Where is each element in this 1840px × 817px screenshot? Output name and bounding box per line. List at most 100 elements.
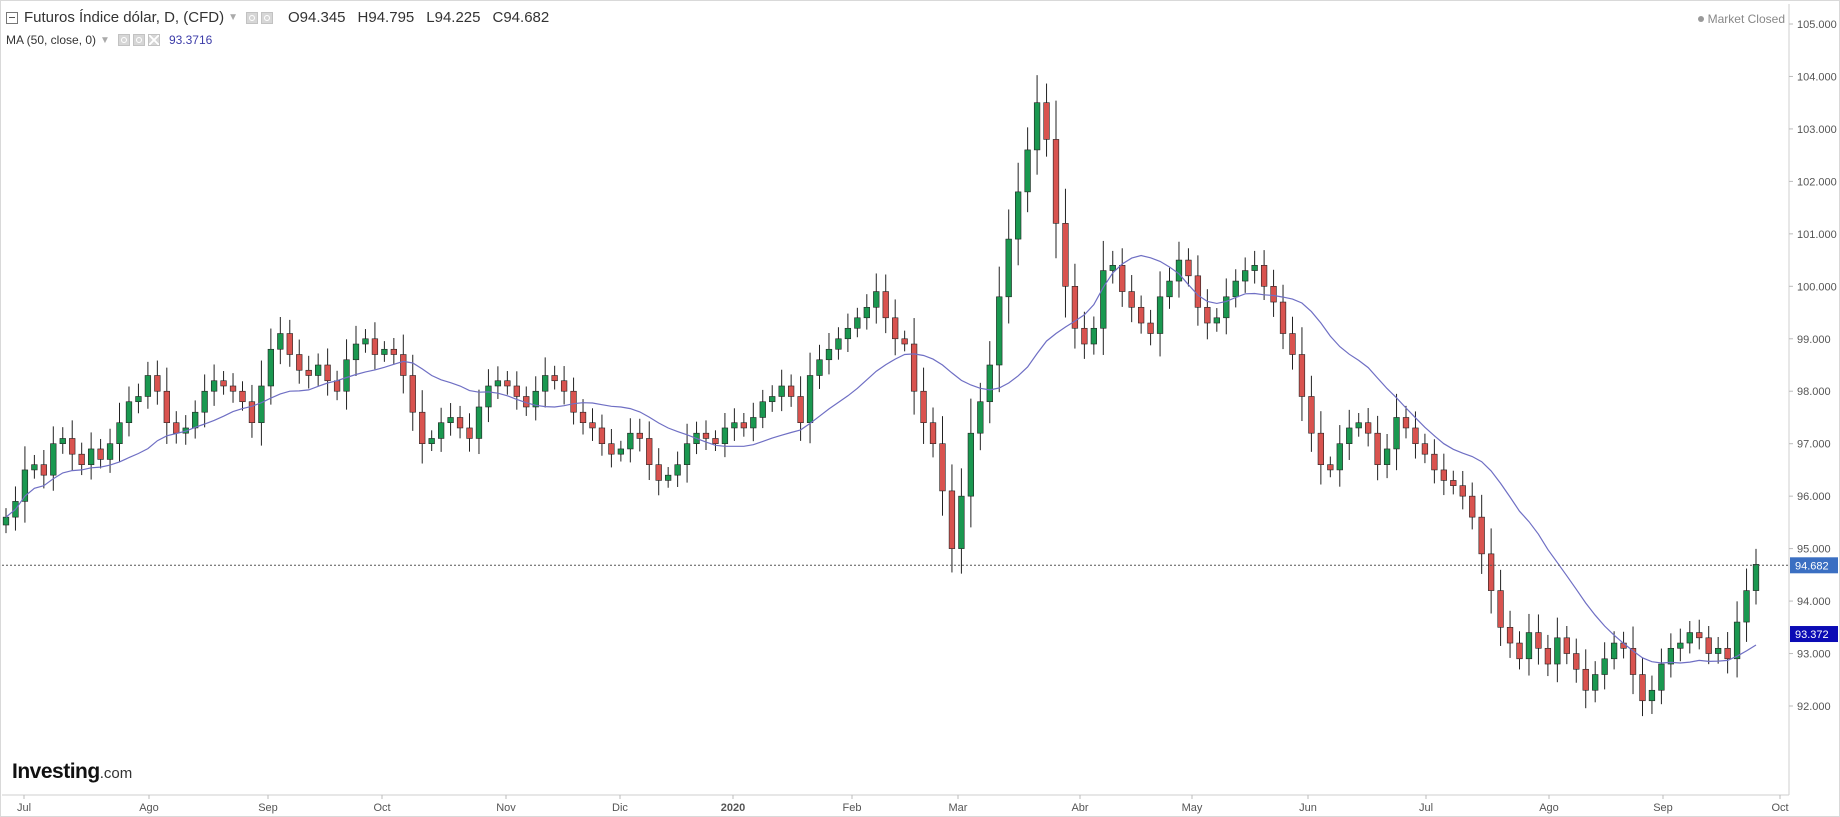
candle-body [816,359,823,376]
candle-body [78,453,85,465]
candle-body [1317,432,1325,465]
candle-body [210,380,218,392]
chevron-down-icon[interactable]: ▼ [100,34,110,46]
candle-body [1298,354,1306,397]
candle-body [769,396,776,403]
candle-body [1223,296,1230,319]
low-value: 94.225 [434,9,481,26]
candle-body [277,333,284,350]
settings-icon[interactable] [245,11,258,24]
candle-body [825,348,833,361]
y-tick-label: 96.000 [1797,491,1831,503]
candle-body [542,375,549,392]
x-tick-label: Mar [949,802,968,814]
candle-body [447,417,454,424]
logo-name: Investing [12,760,100,783]
candle-body [939,443,946,492]
candle-body [778,385,785,397]
y-tick-label: 94.000 [1797,596,1831,608]
candle-body [1289,333,1296,355]
symbol-title[interactable]: Futuros Índice dólar, D, (CFD) [24,9,225,26]
candle-body [343,359,350,392]
candle-body [570,390,577,413]
candle-body [1516,642,1523,660]
candle-body [437,422,445,439]
candle-body [1686,632,1693,644]
candle-body [400,354,407,376]
candle-body [674,464,681,476]
candle-body [1175,259,1183,282]
candle-body [740,422,747,429]
candle-body [551,375,558,382]
candle-body [333,380,341,392]
candle-body [560,380,568,392]
candle-body [655,464,662,481]
indicator-label[interactable]: MA (50, close, 0) [6,33,97,47]
candle-body [1412,427,1419,444]
collapse-icon[interactable] [6,11,18,24]
candle-body [456,417,464,429]
x-tick-label: Jul [1419,802,1433,814]
remove-icon[interactable] [147,34,160,46]
candle-body [1128,291,1135,308]
candle-body [87,448,95,465]
candle-body [731,422,738,429]
candle-body [1450,480,1457,486]
candle-body [267,348,275,387]
candle-body [69,438,76,455]
candle-body [1431,453,1438,471]
candle-body [901,338,908,345]
candle-body [352,343,360,361]
candle-body [1015,191,1022,240]
candle-body [1346,427,1353,444]
candle-body [409,375,416,413]
y-tick-label: 98.000 [1797,386,1831,398]
candle-body [967,432,975,497]
open-value: 94.345 [299,9,346,26]
candle-body [712,438,719,444]
candle-body [996,296,1003,366]
candle-body [1487,553,1495,591]
y-tick-label: 100.000 [1797,281,1837,293]
candle-body [1421,443,1429,455]
x-tick-label: May [1182,802,1203,814]
candle-body [721,427,729,444]
visibility-icon[interactable] [132,34,145,46]
candle-body [579,411,587,424]
candle-body [173,422,180,434]
y-tick-label: 95.000 [1797,544,1831,556]
investing-logo: Investing.com [12,760,132,784]
candle-body [324,364,331,382]
chevron-down-icon[interactable]: ▼ [228,12,238,23]
close-value: 94.682 [503,9,550,26]
candle-body [201,390,208,413]
candle-body [31,464,38,471]
candle-body [1715,647,1722,654]
candle-body [1052,139,1060,224]
candle-body [97,448,104,460]
x-tick-label: Ago [139,802,159,814]
candle-body [1005,238,1012,298]
visibility-icon[interactable] [260,11,273,24]
candle-body [532,390,539,408]
candle-body [1383,448,1391,465]
moving-average-line [5,254,1757,664]
candle-body [50,443,57,476]
candle-body [1563,637,1570,654]
settings-icon[interactable] [117,34,130,46]
candle-body [1365,422,1372,434]
candle-body [958,495,965,549]
candle-body [873,291,880,308]
close-label: C [492,9,504,26]
candle-body [1592,674,1599,691]
candle-body [466,427,473,439]
candle-body [1137,306,1145,324]
candle-body [192,411,199,429]
candle-body [1355,422,1362,429]
candle-body [598,427,606,444]
candle-body [636,432,643,439]
candle-body [286,333,293,355]
candle-body [665,474,672,481]
candle-body [1251,265,1258,271]
